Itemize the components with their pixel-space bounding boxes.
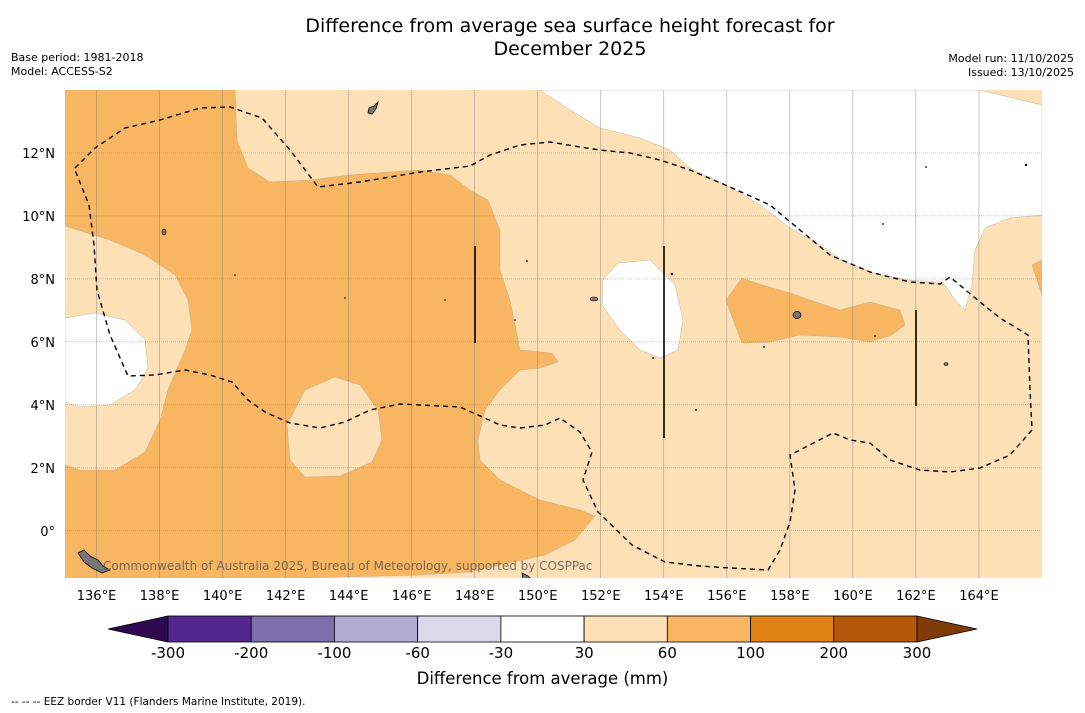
islet: [1024, 163, 1028, 167]
island-kosrae: [943, 362, 949, 366]
colorbar-extend-low: [107, 615, 169, 643]
colorbar-tick-label: 100: [736, 644, 765, 662]
latitude-label: 2°N: [31, 462, 56, 477]
model-name: Model: ACCESS-S2: [11, 65, 113, 78]
colorbar-title: Difference from average (mm): [416, 669, 669, 688]
colorbar-tick-label: -300: [150, 644, 186, 662]
latitude-label: 8°N: [31, 273, 56, 288]
meta-right: Model run: 11/10/2025 Issued: 13/10/2025: [948, 52, 1074, 80]
fill-60-100-east: [725, 277, 906, 344]
base-period: Base period: 1981-2018: [11, 51, 144, 64]
fill-60-100-far-east: [1031, 259, 1042, 296]
longitude-label: 158°E: [770, 589, 810, 604]
title-line-1: Difference from average sea surface heig…: [305, 15, 835, 37]
colorbar-segment: [666, 615, 751, 643]
map-credit: Commonwealth of Australia 2025, Bureau o…: [103, 559, 593, 573]
longitude-label: 164°E: [959, 589, 999, 604]
islet: [670, 272, 674, 276]
title-line-2: December 2025: [493, 38, 647, 60]
colorbar-segment: [334, 615, 419, 643]
latitude-labels: 12°N 10°N 8°N 6°N 4°N 2°N 0°: [22, 147, 55, 540]
colorbar-segment: [833, 615, 918, 643]
islet: [444, 299, 446, 301]
island-yap: [161, 228, 167, 236]
island-pohnpei: [792, 311, 802, 319]
colorbar-tick-label: 200: [819, 644, 849, 662]
colorbar-segment: [167, 615, 252, 643]
colorbar-segment: [500, 615, 585, 643]
island-papua-new-guinea: [77, 549, 111, 574]
latitude-label: 12°N: [22, 147, 55, 162]
colorbar-tick-label: -100: [317, 644, 352, 662]
islet: [344, 297, 346, 299]
latitude-label: 10°N: [22, 210, 55, 225]
islet: [882, 223, 884, 225]
fill-neutral-west: [65, 312, 149, 408]
colorbar-tick-label: 60: [657, 644, 677, 662]
longitude-label: 148°E: [455, 589, 495, 604]
colorbar-segment: [583, 615, 668, 643]
colorbar-extend-high: [916, 615, 978, 643]
longitude-label: 138°E: [140, 589, 180, 604]
islet: [234, 274, 236, 276]
longitude-label: 140°E: [203, 589, 243, 604]
islet: [763, 346, 765, 348]
island-chuuk: [589, 296, 599, 302]
island-new-ireland: [521, 572, 531, 578]
colorbar-segment: [750, 615, 835, 643]
latitude-label: 4°N: [31, 399, 56, 414]
longitude-label: 142°E: [266, 589, 306, 604]
islet: [874, 335, 876, 337]
eez-border: [74, 106, 1033, 571]
fill-30-60-island: [286, 376, 383, 478]
colorbar-tick-label: 30: [574, 644, 594, 662]
issued-date: Issued: 13/10/2025: [967, 66, 1074, 79]
meta-left: Base period: 1981-2018 Model: ACCESS-S2: [11, 51, 143, 79]
eez-footnote: -- -- -- EEZ border V11 (Flanders Marine…: [11, 696, 306, 708]
longitude-label: 146°E: [392, 589, 432, 604]
islet: [652, 357, 654, 359]
fill-neutral-center: [601, 259, 684, 359]
islet: [514, 319, 516, 321]
model-run: Model run: 11/10/2025: [948, 52, 1074, 65]
colorbar-segment: [417, 615, 502, 643]
islet: [695, 409, 697, 411]
graticule: [65, 90, 1042, 578]
longitude-label: 136°E: [77, 589, 117, 604]
longitude-label: 144°E: [329, 589, 369, 604]
colorbar-tick-label: -200: [234, 644, 269, 662]
chart-title: Difference from average sea surface heig…: [0, 15, 1085, 61]
longitude-label: 152°E: [581, 589, 621, 604]
colorbar: [107, 615, 978, 643]
longitude-labels: 136°E 138°E 140°E 142°E 144°E 146°E 148°E 150°E…: [77, 589, 999, 604]
longitude-label: 154°E: [644, 589, 684, 604]
colorbar-tick-label: -60: [405, 644, 430, 662]
colorbar-tick-label: -30: [488, 644, 514, 662]
colorbar-tick-label: 300: [902, 644, 932, 662]
colorbar-segment: [250, 615, 335, 643]
islet: [925, 166, 927, 168]
longitude-label: 150°E: [518, 589, 558, 604]
islet: [526, 260, 528, 262]
longitude-label: 162°E: [896, 589, 936, 604]
island-mariana: [367, 100, 379, 115]
latitude-label: 0°: [40, 525, 55, 540]
longitude-label: 156°E: [707, 589, 747, 604]
fill-60-100-main: [65, 90, 596, 578]
longitude-label: 160°E: [833, 589, 873, 604]
latitude-label: 6°N: [31, 336, 56, 351]
map-area: Commonwealth of Australia 2025, Bureau o…: [65, 90, 1042, 578]
